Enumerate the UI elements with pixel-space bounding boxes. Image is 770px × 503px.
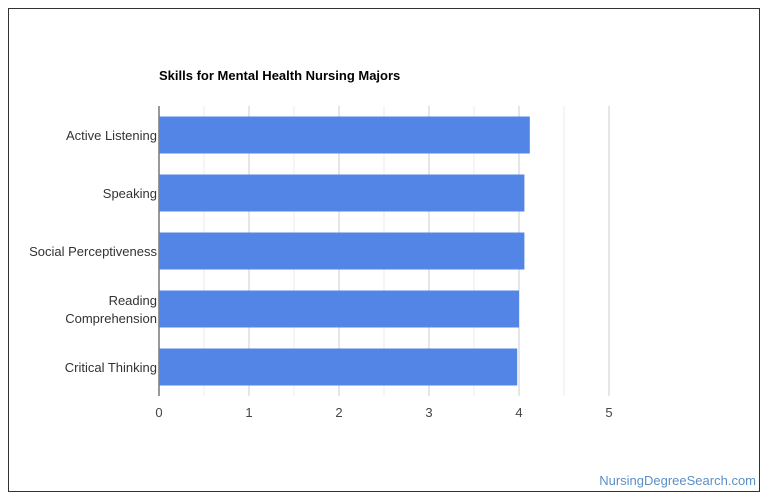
bar <box>159 290 519 328</box>
chart-title: Skills for Mental Health Nursing Majors <box>159 68 401 83</box>
category-labels: Active Listening Speaking Social Perceptiv… <box>29 128 157 375</box>
bar <box>159 174 525 212</box>
category-label: Critical Thinking <box>65 360 157 375</box>
x-tick-labels: 0 1 2 3 4 5 <box>155 405 612 420</box>
x-tick-label: 2 <box>335 405 342 420</box>
category-label: Social Perceptiveness <box>29 244 157 259</box>
category-label: Reading Comprehension <box>65 293 157 326</box>
x-tick-label: 4 <box>515 405 522 420</box>
bar <box>159 348 518 386</box>
x-tick-label: 0 <box>155 405 162 420</box>
watermark-link[interactable]: NursingDegreeSearch.com <box>599 473 756 488</box>
category-label: Active Listening <box>66 128 157 143</box>
x-tick-label: 1 <box>245 405 252 420</box>
bar <box>159 116 530 154</box>
x-tick-label: 3 <box>425 405 432 420</box>
category-label: Speaking <box>103 186 157 201</box>
bar <box>159 232 525 270</box>
bars <box>159 116 530 386</box>
x-tick-label: 5 <box>605 405 612 420</box>
